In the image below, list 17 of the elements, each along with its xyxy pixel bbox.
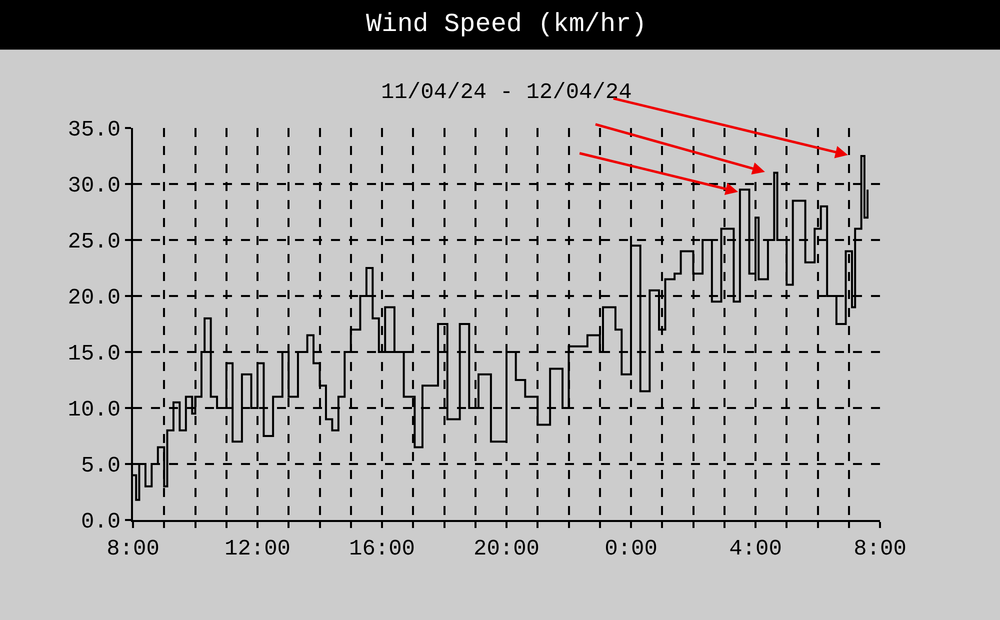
chart-subtitle: 11/04/24 - 12/04/24 — [381, 80, 632, 105]
y-tick-label: 25.0 — [68, 230, 121, 255]
y-tick-label: 35.0 — [68, 118, 121, 143]
y-tick-label: 30.0 — [68, 174, 121, 199]
x-tick-label: 16:00 — [348, 536, 416, 562]
y-tick-label: 0.0 — [80, 510, 121, 535]
y-tick-label: 15.0 — [68, 342, 121, 367]
x-tick-label: 12:00 — [224, 536, 291, 562]
x-tick-label: 4:00 — [729, 536, 782, 562]
x-tick-label: 0:00 — [604, 536, 658, 562]
x-tick-label: 8:00 — [106, 536, 160, 562]
chart-title: Wind Speed (km/hr) — [366, 9, 647, 39]
y-tick-label: 10.0 — [68, 398, 121, 423]
x-tick-label: 8:00 — [854, 536, 906, 562]
y-tick-label: 20.0 — [68, 286, 121, 311]
y-tick-label: 5.0 — [80, 454, 121, 479]
x-tick-label: 20:00 — [473, 536, 540, 562]
